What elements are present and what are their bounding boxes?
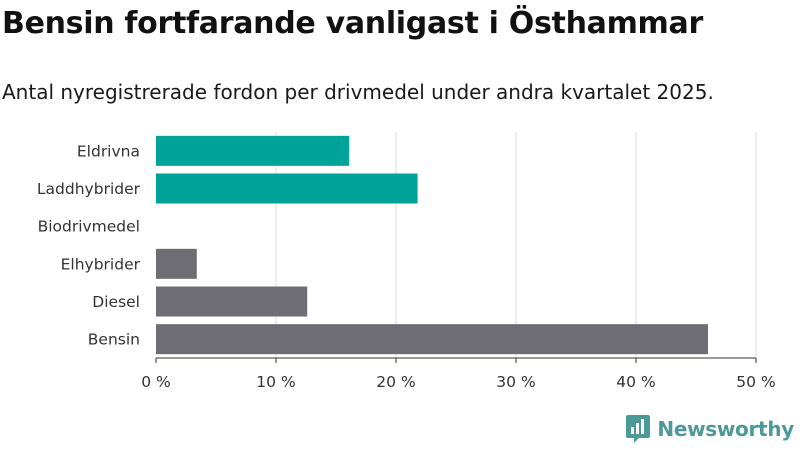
bar-laddhybrider (156, 173, 418, 204)
category-label-bensin: Bensin (88, 331, 140, 349)
category-label-elhybrider: Elhybrider (61, 255, 141, 273)
x-tick-label-50: 50 % (736, 373, 775, 391)
newsworthy-logo: Newsworthy (625, 414, 794, 444)
newsworthy-logo-icon (626, 415, 651, 443)
x-tick-label-10: 10 % (256, 373, 295, 391)
x-tick-label-30: 30 % (496, 373, 535, 391)
bar-bensin (156, 324, 708, 355)
chart-subtitle: Antal nyregistrerade fordon per drivmede… (2, 80, 714, 104)
bar-eldrivna (156, 135, 350, 166)
chart-title: Bensin fortfarande vanligast i Östhammar (2, 6, 703, 41)
category-label-eldrivna: Eldrivna (77, 142, 140, 160)
bar-diesel (156, 286, 308, 317)
brand-name: Newsworthy (657, 417, 794, 441)
category-label-laddhybrider: Laddhybrider (37, 180, 141, 198)
x-tick-label-0: 0 % (141, 373, 171, 391)
category-label-diesel: Diesel (92, 293, 140, 311)
x-tick-label-20: 20 % (376, 373, 415, 391)
bar-elhybrider (156, 248, 197, 279)
category-label-biodrivmedel: Biodrivmedel (38, 218, 140, 236)
x-tick-label-40: 40 % (616, 373, 655, 391)
